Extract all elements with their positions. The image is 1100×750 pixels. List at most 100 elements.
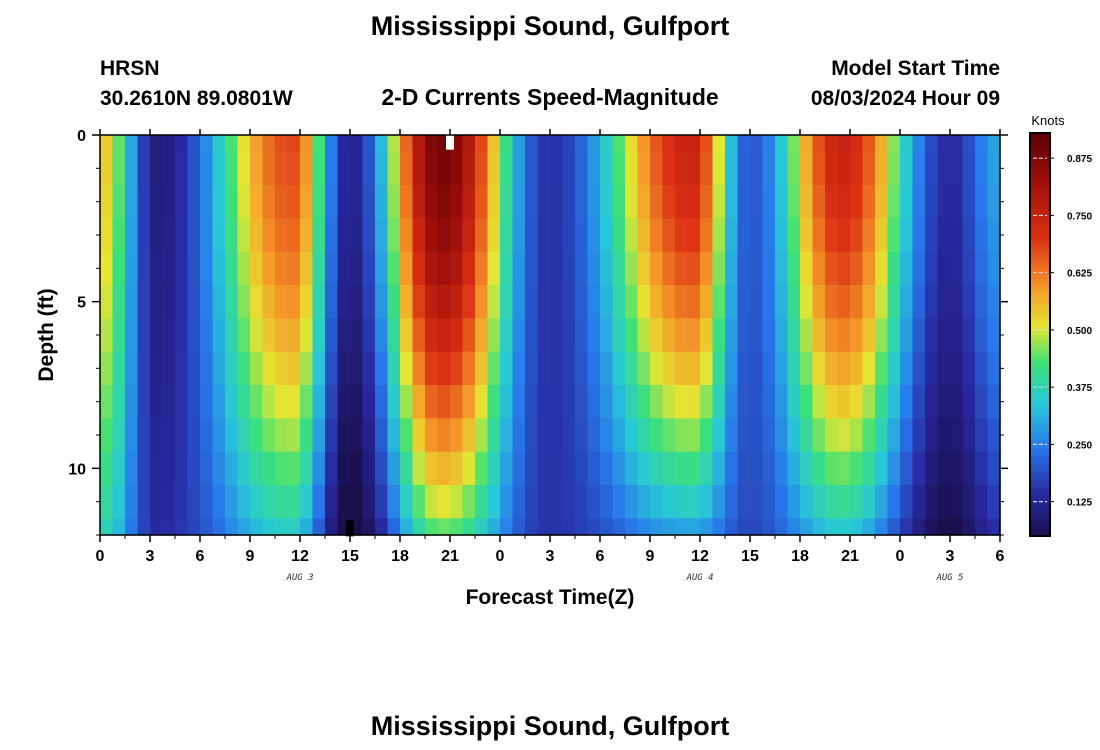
heatmap-cell: [725, 185, 739, 219]
heatmap-cell: [612, 418, 626, 453]
heatmap-cell: [200, 218, 214, 253]
heatmap-cell: [737, 285, 751, 319]
heatmap-cell: [537, 285, 551, 319]
heatmap-cell: [775, 285, 789, 319]
heatmap-cell: [562, 518, 576, 536]
heatmap-cell: [962, 151, 976, 186]
heatmap-cell: [925, 518, 939, 536]
heatmap-cell: [775, 251, 789, 286]
heatmap-cell: [550, 251, 564, 286]
heatmap-cell: [312, 418, 326, 453]
x-tick-label: 12: [291, 548, 309, 565]
heatmap-cell: [175, 218, 189, 253]
heatmap-cell: [487, 385, 501, 419]
heatmap-cell: [987, 251, 1001, 286]
heatmap-cell: [950, 385, 964, 419]
heatmap-cell: [350, 351, 364, 386]
heatmap-cell: [250, 151, 264, 186]
heatmap-cell: [962, 251, 976, 286]
colorbar-segment: [1030, 394, 1050, 400]
heatmap-cell: [162, 318, 176, 353]
heatmap-cell: [900, 185, 914, 219]
heatmap-cell: [425, 185, 439, 219]
heatmap-cell: [362, 451, 376, 486]
heatmap-cell: [387, 318, 401, 353]
heatmap-cell: [100, 385, 114, 419]
heatmap-cell: [375, 218, 389, 253]
heatmap-cell: [175, 418, 189, 453]
heatmap-cell: [287, 518, 301, 536]
heatmap-cell: [837, 385, 851, 419]
heatmap-cell: [250, 135, 264, 153]
heatmap-cell: [662, 318, 676, 353]
heatmap-cell: [825, 318, 839, 353]
heatmap-cell: [825, 135, 839, 153]
heatmap-cell: [925, 251, 939, 286]
heatmap-cell: [125, 285, 139, 319]
heatmap-cell: [862, 351, 876, 386]
heatmap-cell: [775, 485, 789, 519]
heatmap-cell: [387, 218, 401, 253]
heatmap-cell: [337, 151, 351, 186]
heatmap-cell: [950, 351, 964, 386]
heatmap-cell: [775, 218, 789, 253]
heatmap-cell: [412, 451, 426, 486]
heatmap-cell: [400, 318, 414, 353]
colorbar-segment: [1030, 149, 1050, 154]
heatmap-cell: [662, 151, 676, 186]
heatmap-cell: [687, 418, 701, 453]
heatmap-cell: [287, 318, 301, 353]
colorbar-segment: [1030, 302, 1050, 307]
colorbar-segment: [1030, 463, 1050, 469]
heatmap-cell: [850, 485, 864, 519]
heatmap-cell: [287, 185, 301, 219]
heatmap-cell: [200, 285, 214, 319]
heatmap-cell: [537, 485, 551, 519]
heatmap-cell: [100, 418, 114, 453]
heatmap-cell: [487, 218, 501, 253]
heatmap-cell: [500, 251, 514, 286]
heatmap-cell: [712, 285, 726, 319]
heatmap-cell: [475, 251, 489, 286]
heatmap-cell: [525, 218, 539, 253]
heatmap-cell: [175, 485, 189, 519]
heatmap-cell: [887, 151, 901, 186]
colorbar-segment: [1030, 423, 1050, 428]
heatmap-cell: [362, 151, 376, 186]
heatmap-cell: [950, 418, 964, 453]
heatmap-cell: [212, 218, 226, 253]
heatmap-cell: [300, 251, 314, 286]
heatmap-cell: [587, 251, 601, 286]
colorbar-segment: [1030, 310, 1050, 315]
heatmap-cell: [125, 218, 139, 253]
heatmap-cell: [962, 418, 976, 453]
heatmap-cell: [725, 218, 739, 253]
heatmap-cell: [650, 485, 664, 519]
heatmap-cell: [775, 385, 789, 419]
heatmap-cell: [225, 318, 239, 353]
colorbar: 0.125 0.250 0.375 0.500 0.625 0.750 0.875: [1029, 132, 1092, 537]
heatmap-cell: [225, 351, 239, 386]
x-tick-label: 9: [646, 548, 655, 565]
heatmap-cell: [975, 351, 989, 386]
heatmap-cell: [687, 285, 701, 319]
colorbar-segment: [1030, 471, 1050, 477]
heatmap-cell: [675, 151, 689, 186]
heatmap-cell: [200, 351, 214, 386]
heatmap-cell: [800, 418, 814, 453]
heatmap-cell: [225, 251, 239, 286]
heatmap-cell: [987, 151, 1001, 186]
heatmap-cell: [625, 351, 639, 386]
heatmap-cell: [200, 151, 214, 186]
heatmap-cell: [850, 518, 864, 536]
heatmap-cell: [600, 351, 614, 386]
heatmap-cell: [425, 135, 439, 153]
heatmap-cell: [312, 518, 326, 536]
heatmap-cell: [612, 135, 626, 153]
heatmap-cell: [987, 185, 1001, 219]
heatmap-cell: [600, 285, 614, 319]
heatmap-cell: [750, 518, 764, 536]
heatmap-cell: [362, 418, 376, 453]
heatmap-cell: [262, 351, 276, 386]
heatmap-cell: [225, 285, 239, 319]
